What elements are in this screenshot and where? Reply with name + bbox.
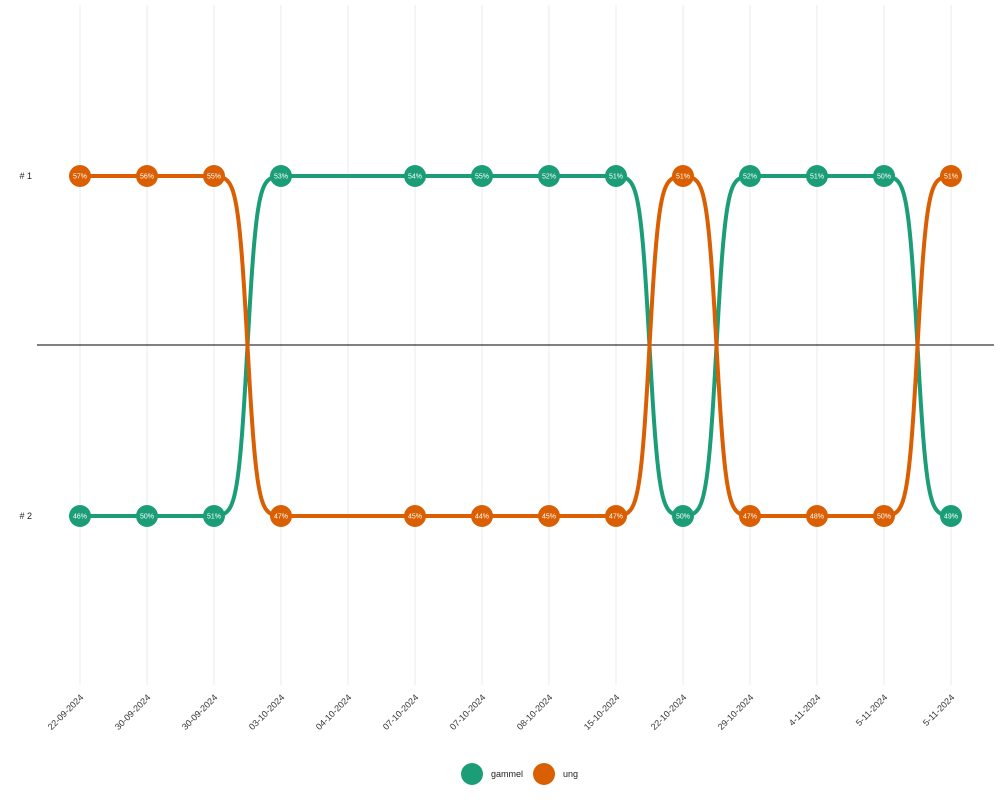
data-label-gammel: 53% [274,174,288,181]
x-tick-label: 07-10-2024 [381,692,421,732]
data-point-ung [873,505,895,527]
x-tick-label: 22-10-2024 [649,692,689,732]
data-point-ung [806,505,828,527]
data-point-gammel [538,165,560,187]
data-label-gammel: 51% [207,514,221,521]
data-label-gammel: 50% [676,514,690,521]
x-tick-label: 03-10-2024 [247,692,287,732]
data-label-ung: 51% [944,174,958,181]
x-tick-label: 5-11-2024 [854,692,890,728]
series-lines [78,174,953,518]
data-point-ung [672,165,694,187]
data-label-ung: 45% [408,514,422,521]
data-label-gammel: 52% [743,174,757,181]
data-label-gammel: 50% [140,514,154,521]
legend-item-gammel: gammel [461,763,523,785]
x-tick-label: 22-09-2024 [46,692,86,732]
data-label-ung: 51% [676,174,690,181]
series-points: 46% 50% 51% 53% 54% 55% 52% 51% 50% 52% 51% 50% 49% 5… [69,165,962,527]
x-tick-label: 30-09-2024 [113,692,153,732]
data-label-ung: 44% [475,514,489,521]
data-label-ung: 56% [140,174,154,181]
data-point-gammel [605,165,627,187]
x-tick-label: 29-10-2024 [716,692,756,732]
data-label-ung: 47% [274,514,288,521]
data-point-gammel [873,165,895,187]
data-point-ung [404,505,426,527]
y-axis: # 1 # 2 [19,171,32,521]
data-label-gammel: 54% [408,174,422,181]
data-label-gammel: 49% [944,514,958,521]
legend-item-ung: ung [533,763,578,785]
data-point-gammel [672,505,694,527]
y-tick-label: # 2 [19,511,32,521]
x-axis: 22-09-2024 30-09-2024 30-09-2024 03-10-2024… [46,692,957,732]
data-point-ung [203,165,225,187]
x-tick-label: 15-10-2024 [582,692,622,732]
data-point-gammel [940,505,962,527]
x-tick-label: 30-09-2024 [180,692,220,732]
data-label-ung: 47% [609,514,623,521]
data-point-gammel [739,165,761,187]
y-tick-label: # 1 [19,171,32,181]
data-point-ung [270,505,292,527]
data-label-ung: 55% [207,174,221,181]
data-point-gammel [471,165,493,187]
data-label-gammel: 55% [475,174,489,181]
data-point-ung [69,165,91,187]
data-point-ung [940,165,962,187]
legend-swatch [461,763,483,785]
x-tick-label: 08-10-2024 [515,692,555,732]
data-point-gammel [136,505,158,527]
data-point-ung [538,505,560,527]
x-tick-label: 07-10-2024 [448,692,488,732]
data-label-gammel: 51% [609,174,623,181]
series-line-ung [78,174,953,518]
x-tick-label: 04-10-2024 [314,692,354,732]
data-label-ung: 57% [73,174,87,181]
data-label-ung: 48% [810,514,824,521]
legend-swatch [533,763,555,785]
data-label-gammel: 50% [877,174,891,181]
data-label-gammel: 52% [542,174,556,181]
legend-label: gammel [491,769,523,779]
data-label-gammel: 46% [73,514,87,521]
data-point-gammel [270,165,292,187]
data-point-gammel [404,165,426,187]
x-tick-label: 5-11-2024 [921,692,957,728]
series-line-gammel [78,174,953,518]
data-point-ung [471,505,493,527]
data-point-ung [136,165,158,187]
x-tick-label: 4-11-2024 [787,692,823,728]
legend: gammel ung [461,763,578,785]
legend-label: ung [563,769,578,779]
data-label-ung: 45% [542,514,556,521]
data-label-gammel: 51% [810,174,824,181]
data-label-ung: 47% [743,514,757,521]
data-label-ung: 50% [877,514,891,521]
data-point-ung [605,505,627,527]
data-point-gammel [69,505,91,527]
data-point-ung [739,505,761,527]
data-point-gammel [203,505,225,527]
data-point-gammel [806,165,828,187]
